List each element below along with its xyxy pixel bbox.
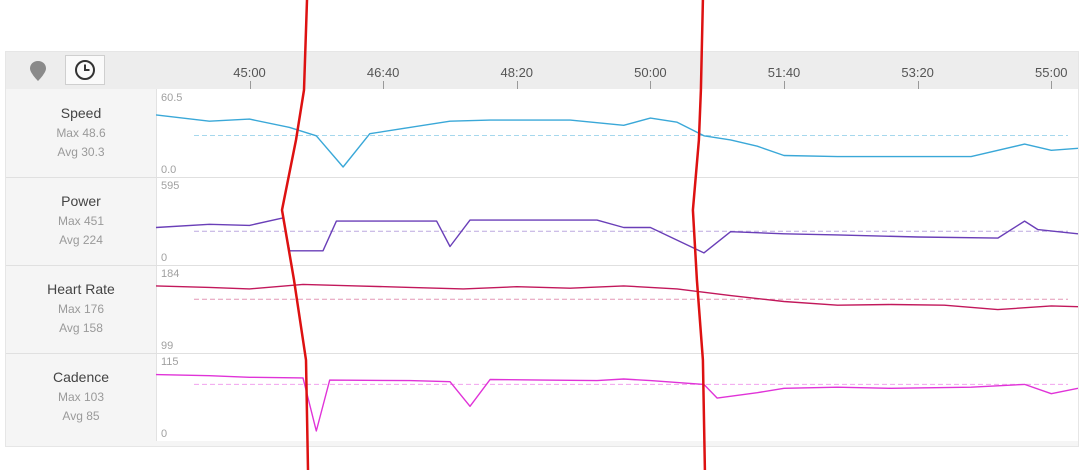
time-tick-label: 45:00 [233,65,266,80]
metric-row-power: Power Max 451 Avg 224 595 0 [6,177,1078,265]
time-tick-mark [516,81,518,89]
metric-avg: Avg 85 [62,409,100,423]
y-min-label: 0.0 [161,164,176,176]
y-min-label: 0 [161,428,167,440]
metric-title: Power [61,193,101,209]
time-tick-mark [917,81,919,89]
row-divider [6,177,1078,178]
series-line-heart-rate [156,283,1078,311]
metric-row-speed: Speed Max 48.6 Avg 30.3 60.5 0.0 [6,89,1078,177]
metric-avg: Avg 224 [59,233,103,247]
row-divider [6,353,1078,354]
metric-title: Speed [60,105,102,121]
time-tick-label: 53:20 [901,65,934,80]
metric-max: Max 103 [57,390,105,404]
y-min-label: 0 [161,252,167,264]
metric-row-heart-rate: Heart Rate Max 176 Avg 158 184 99 [6,265,1078,353]
series-svg: 184 99 [156,265,1078,353]
metric-avg: Avg 158 [59,321,103,335]
plot-cadence[interactable]: 115 0 [156,353,1078,441]
series-svg: 60.5 0.0 [156,89,1078,177]
time-tick-mark [383,81,385,89]
clock-icon [75,60,95,80]
metric-row-cadence: Cadence Max 103 Avg 85 115 0 [6,353,1078,441]
series-svg: 595 0 [156,177,1078,265]
plot-power[interactable]: 595 0 [156,177,1078,265]
plot-heart-rate[interactable]: 184 99 [156,265,1078,353]
metric-title: Heart Rate [47,281,115,297]
metric-avg: Avg 30.3 [57,145,105,159]
metric-label: Cadence Max 103 Avg 85 [6,353,156,441]
activity-analysis-panel: 45:00 46:40 48:20 50:00 51:40 53:20 55:00 Spee… [5,51,1079,447]
time-tick-mark [784,81,786,89]
map-pin-icon [30,61,46,81]
time-tick-label: 46:40 [366,65,400,80]
metric-label: Speed Max 48.6 Avg 30.3 [6,89,156,177]
time-tick-label: 51:40 [767,65,801,80]
plot-speed[interactable]: 60.5 0.0 [156,89,1078,177]
metric-max: Max 48.6 [56,126,106,140]
y-max-label: 115 [161,356,179,368]
y-max-label: 184 [161,268,179,280]
metric-max: Max 176 [57,302,105,316]
time-tick-mark [650,81,652,89]
series-line-power [156,217,1078,254]
time-view-button[interactable] [65,55,105,85]
time-tick-mark [1051,81,1053,89]
time-tick-label: 55:00 [1034,65,1068,80]
metric-label: Power Max 451 Avg 224 [6,177,156,265]
row-divider [6,265,1078,266]
time-tick-label: 48:20 [500,65,534,80]
time-axis: 45:00 46:40 48:20 50:00 51:40 53:20 55:00 [156,52,1078,89]
metric-label: Heart Rate Max 176 Avg 158 [6,265,156,353]
metric-title: Cadence [52,369,110,385]
time-tick-label: 50:00 [634,65,667,80]
metric-max: Max 451 [57,214,105,228]
y-min-label: 99 [161,340,173,352]
series-svg: 115 0 [156,353,1078,441]
map-view-button[interactable] [18,55,58,85]
y-max-label: 60.5 [161,92,182,104]
series-line-speed [156,114,1078,168]
y-max-label: 595 [161,180,179,192]
time-tick-mark [249,81,251,89]
series-line-cadence [156,373,1078,432]
chart-toolbar: 45:00 46:40 48:20 50:00 51:40 53:20 55:00 [6,52,1078,89]
